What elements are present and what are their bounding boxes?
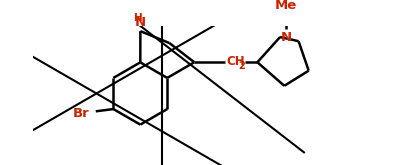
Text: CH: CH	[226, 55, 245, 68]
Text: 2: 2	[238, 61, 245, 71]
Text: Br: Br	[73, 107, 90, 119]
Text: N: N	[135, 16, 146, 29]
Text: N: N	[281, 31, 292, 44]
Text: Me: Me	[275, 0, 297, 12]
Text: H: H	[134, 13, 143, 23]
